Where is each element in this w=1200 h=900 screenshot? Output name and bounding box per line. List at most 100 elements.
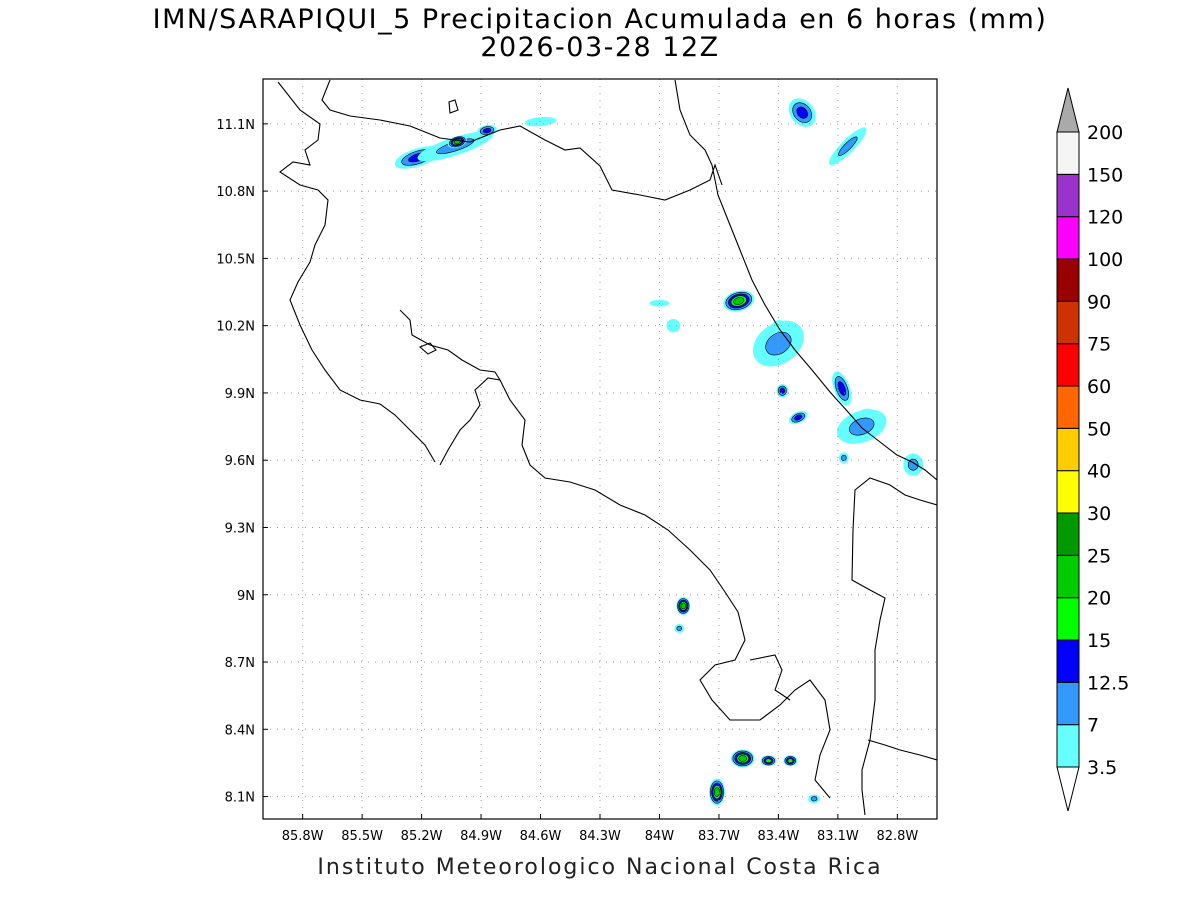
map-frame <box>262 78 938 820</box>
colorbar-level-label: 150 <box>1087 164 1123 186</box>
colorbar-swatch <box>1056 597 1080 641</box>
precip-cell <box>723 290 755 312</box>
precip-cell <box>666 318 681 333</box>
colorbar-level-label: 60 <box>1087 376 1111 398</box>
colorbar-swatch <box>1056 385 1080 429</box>
colorbar-swatch <box>1056 343 1080 387</box>
precip-cell <box>776 383 789 398</box>
precip-cell <box>808 794 821 804</box>
precip-cell <box>709 778 725 806</box>
precip-cell <box>832 371 852 406</box>
precip-cell <box>838 452 849 464</box>
nicoya-peninsula <box>399 309 502 466</box>
gulf-of-nicoya-island <box>418 342 437 355</box>
map-subtitle: 2026-03-28 12Z <box>480 32 720 63</box>
precip-cell <box>788 411 808 425</box>
colorbar-level-label: 15 <box>1087 630 1111 652</box>
colorbar-swatch <box>1056 258 1080 302</box>
lon-tick-label: 82.8W <box>876 829 918 844</box>
colorbar-swatch <box>1056 681 1080 726</box>
lat-tick-label: 8.4N <box>225 723 255 738</box>
lon-tick-label: 84.3W <box>579 829 621 844</box>
pacific-coastline <box>499 379 831 799</box>
lat-tick-label: 10.5N <box>216 252 255 267</box>
credit-footer: Instituto Meteorologico Nacional Costa R… <box>317 855 883 880</box>
colorbar-swatch <box>1056 427 1080 472</box>
colorbar-swatch <box>1056 470 1080 514</box>
precip-contour <box>787 758 794 763</box>
colorbar-swatch <box>1056 554 1080 599</box>
lon-tick-label: 85.5W <box>341 829 383 844</box>
colorbar-level-label: 25 <box>1087 545 1111 567</box>
precip-contour <box>482 127 492 134</box>
colorbar-under-triangle <box>1056 766 1080 812</box>
precip-cell <box>903 453 924 476</box>
lat-tick-label: 11.1N <box>216 118 255 133</box>
precip-cell <box>752 320 804 367</box>
lake-island-north <box>448 99 459 114</box>
precip-contour <box>666 318 681 333</box>
precip-contour <box>738 755 747 762</box>
precip-contour <box>796 106 808 119</box>
precip-contour <box>810 796 818 802</box>
precip-contour <box>794 414 803 421</box>
precip-cell <box>676 597 691 615</box>
colorbar-level-label: 120 <box>1087 207 1123 229</box>
precip-contour <box>838 136 858 156</box>
lat-tick-label: 9.9N <box>225 387 255 402</box>
lat-tick-label: 9N <box>237 589 255 604</box>
national-border-north <box>321 79 723 201</box>
precip-cell <box>828 127 867 166</box>
osa-peninsula <box>749 654 791 701</box>
graticule <box>263 79 937 819</box>
precip-contour <box>765 331 792 356</box>
panama-coast-south <box>867 739 937 761</box>
lon-tick-label: 84.9W <box>460 829 502 844</box>
precip-contour <box>841 454 847 462</box>
precip-contour <box>837 381 847 396</box>
precip-cell <box>783 755 798 767</box>
colorbar-level-label: 12.5 <box>1087 672 1129 694</box>
lat-tick-label: 8.7N <box>225 656 255 671</box>
colorbar: 3.5 7 12.5 15 20 25 30 40 50 60 75 90 100 120 150 200 <box>1056 87 1129 812</box>
colorbar-over-triangle <box>1056 87 1080 133</box>
lon-tick-label: 84.6W <box>520 829 562 844</box>
precipitation-layer <box>394 98 924 806</box>
colorbar-level-label: 3.5 <box>1087 757 1117 779</box>
colorbar-swatch <box>1056 216 1080 260</box>
precip-cell <box>836 409 887 444</box>
colorbar-level-label: 200 <box>1087 122 1123 144</box>
map-title: IMN/SARAPIQUI_5 Precipitacion Acumulada … <box>152 4 1048 35</box>
colorbar-level-label: 30 <box>1087 503 1111 525</box>
lat-tick-label: 10.2N <box>216 320 255 335</box>
coastline-layer <box>277 79 937 816</box>
lat-tick-label: 9.3N <box>225 521 255 536</box>
colorbar-level-label: 40 <box>1087 461 1111 483</box>
colorbar-level-label: 100 <box>1087 249 1123 271</box>
lon-tick-label: 83.1W <box>817 829 859 844</box>
colorbar-level-label: 75 <box>1087 334 1111 356</box>
lon-tick-label: 85.8W <box>282 829 324 844</box>
colorbar-swatch <box>1056 173 1080 218</box>
precip-contour <box>733 297 745 305</box>
precip-cell <box>788 98 816 127</box>
precip-contour <box>779 387 786 394</box>
colorbar-swatch <box>1056 300 1080 345</box>
precip-contour <box>765 758 772 763</box>
panama-border <box>851 477 937 816</box>
colorbar-swatch <box>1056 724 1080 768</box>
precip-contour <box>848 417 875 436</box>
precip-contour <box>714 787 720 797</box>
precip-contour <box>680 602 686 610</box>
caribbean-coastline <box>674 79 937 481</box>
colorbar-level-label: 7 <box>1087 715 1099 737</box>
lon-tick-label: 84W <box>645 829 675 844</box>
lat-tick-label: 10.8N <box>216 185 255 200</box>
precip-cell <box>674 623 685 633</box>
nicaragua-coastline <box>277 81 436 463</box>
colorbar-swatch <box>1056 512 1080 556</box>
colorbar-swatch <box>1056 131 1080 175</box>
colorbar-level-label: 50 <box>1087 418 1111 440</box>
precip-cell <box>730 749 755 768</box>
